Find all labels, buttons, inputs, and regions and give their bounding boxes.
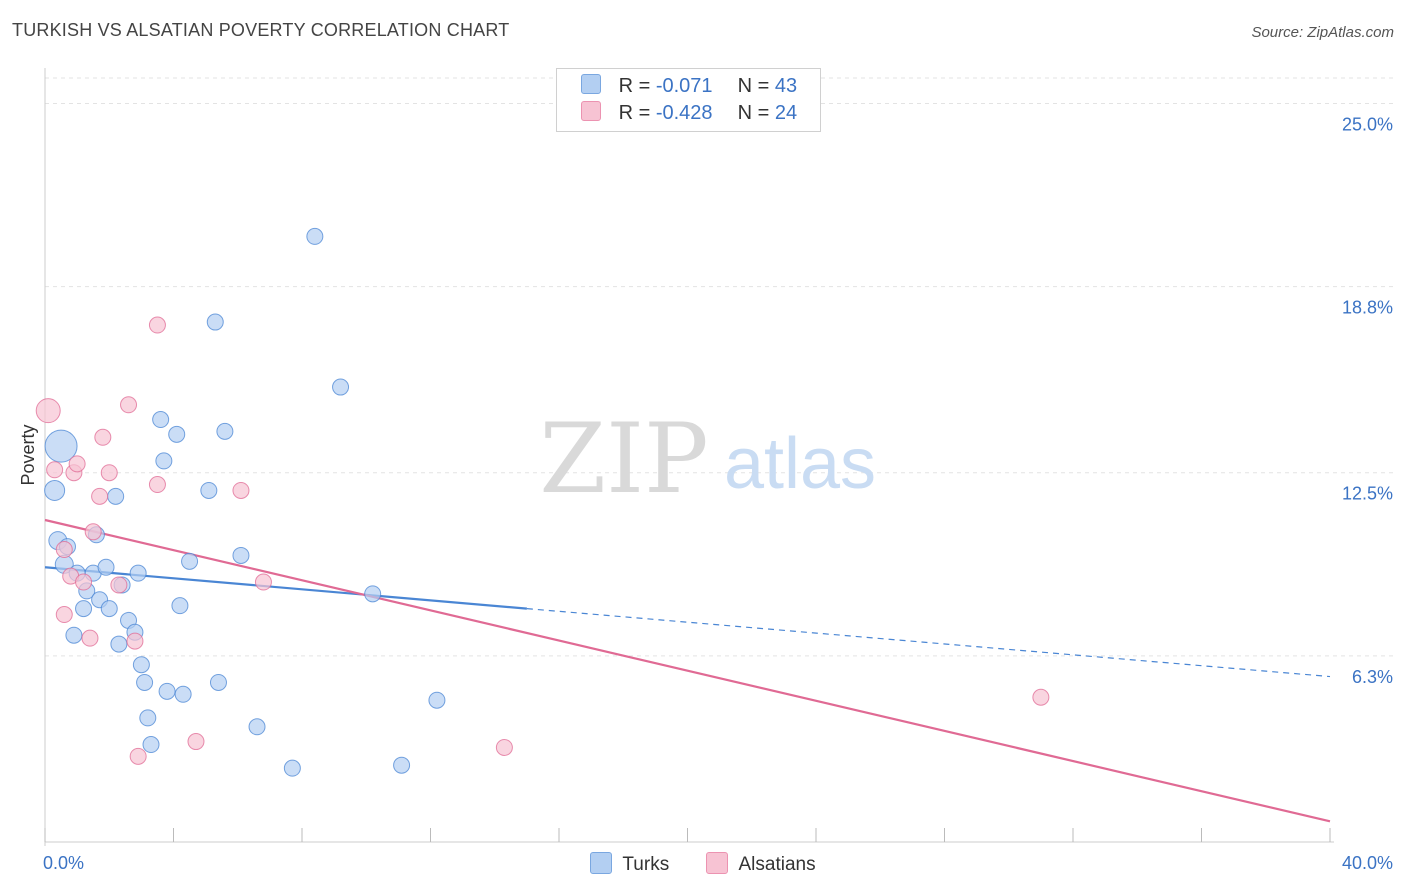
trend-line-alsatians bbox=[44, 518, 1331, 823]
data-point-turks bbox=[139, 709, 157, 727]
watermark-zip: ZIP bbox=[539, 403, 708, 515]
data-points bbox=[35, 227, 1050, 777]
trend-line-dashed-turks bbox=[526, 608, 1331, 678]
data-point-turks bbox=[132, 656, 150, 674]
watermark: ZIP atlas bbox=[539, 403, 876, 515]
data-point-turks bbox=[97, 558, 115, 576]
data-point-turks bbox=[181, 552, 199, 570]
data-point-turks bbox=[155, 452, 173, 470]
turks-legend-label: Turks bbox=[622, 854, 670, 875]
data-point-alsatians bbox=[129, 747, 147, 765]
data-point-turks bbox=[158, 682, 176, 700]
data-point-turks bbox=[168, 425, 186, 443]
legend-item-turks[interactable]: Turks bbox=[590, 852, 669, 876]
data-point-turks bbox=[44, 479, 66, 501]
alsatians-n-value: 24 bbox=[774, 102, 798, 124]
alsatians-legend-label: Alsatians bbox=[738, 854, 816, 875]
data-point-turks bbox=[152, 411, 170, 429]
y-tick-label: 25.0% bbox=[1342, 114, 1393, 134]
source-label: Source: ZipAtlas.com bbox=[1251, 24, 1394, 41]
data-point-turks bbox=[44, 429, 78, 463]
data-point-turks bbox=[65, 626, 83, 644]
y-tick-label: 18.8% bbox=[1342, 298, 1393, 318]
data-point-turks bbox=[142, 736, 160, 754]
axis-labels: 6.3% 12.5% 18.8% 25.0% 0.0% 40.0% Poverty bbox=[18, 114, 1393, 873]
data-point-turks bbox=[332, 378, 350, 396]
data-point-turks bbox=[206, 313, 224, 331]
axes bbox=[44, 68, 1334, 846]
data-point-turks bbox=[200, 481, 218, 499]
alsatians-n-label: N = bbox=[737, 102, 770, 124]
turks-legend-swatch bbox=[590, 852, 613, 874]
data-point-alsatians bbox=[81, 629, 99, 647]
y-axis-title: Poverty bbox=[18, 424, 38, 485]
turks-r-value: -0.071 bbox=[655, 75, 713, 97]
data-point-turks bbox=[428, 691, 446, 709]
y-tick-label: 6.3% bbox=[1352, 667, 1393, 687]
trend-line-turks bbox=[44, 566, 527, 610]
data-point-alsatians bbox=[35, 398, 61, 424]
legend-row-alsatians: R = -0.428 N = 24 bbox=[581, 101, 797, 127]
data-point-turks bbox=[110, 635, 128, 653]
chart-title: TURKISH VS ALSATIAN POVERTY CORRELATION … bbox=[12, 20, 510, 40]
data-point-turks bbox=[75, 600, 93, 618]
data-point-turks bbox=[248, 718, 266, 736]
data-point-alsatians bbox=[46, 461, 64, 479]
legend-item-alsatians[interactable]: Alsatians bbox=[706, 852, 816, 876]
data-point-alsatians bbox=[94, 428, 112, 446]
data-point-alsatians bbox=[254, 573, 272, 591]
series-legend: Turks Alsatians bbox=[0, 852, 1406, 876]
data-point-turks bbox=[136, 673, 154, 691]
data-point-turks bbox=[216, 422, 234, 440]
alsatians-legend-swatch bbox=[706, 852, 729, 874]
stats-legend: R = -0.071 N = 43 R = -0.428 N = 24 bbox=[556, 68, 821, 132]
data-point-alsatians bbox=[495, 738, 513, 756]
data-point-alsatians bbox=[120, 396, 138, 414]
data-point-alsatians bbox=[84, 523, 102, 541]
data-point-alsatians bbox=[55, 606, 73, 624]
data-point-alsatians bbox=[1032, 688, 1050, 706]
turks-n-value: 43 bbox=[774, 75, 798, 97]
alsatians-r-value: -0.428 bbox=[655, 102, 713, 124]
turks-r-label: R = bbox=[618, 75, 651, 97]
data-point-alsatians bbox=[100, 464, 118, 482]
data-point-turks bbox=[283, 759, 301, 777]
x-tick-label-min: 0.0% bbox=[43, 853, 84, 873]
data-point-turks bbox=[107, 487, 125, 505]
data-point-turks bbox=[174, 685, 192, 703]
data-point-alsatians bbox=[148, 476, 166, 494]
data-point-alsatians bbox=[110, 576, 128, 594]
data-point-alsatians bbox=[68, 455, 86, 473]
data-point-turks bbox=[100, 600, 118, 618]
data-point-turks bbox=[364, 585, 382, 603]
alsatians-swatch bbox=[581, 101, 601, 121]
alsatians-r-label: R = bbox=[618, 102, 651, 124]
data-point-turks bbox=[171, 597, 189, 615]
data-point-alsatians bbox=[187, 733, 205, 751]
data-point-turks bbox=[393, 756, 411, 774]
data-point-alsatians bbox=[55, 541, 73, 559]
data-point-turks bbox=[306, 227, 324, 245]
watermark-atlas: atlas bbox=[724, 424, 876, 504]
data-point-alsatians bbox=[75, 573, 93, 591]
data-point-alsatians bbox=[91, 487, 109, 505]
trend-lines bbox=[44, 518, 1331, 823]
data-point-alsatians bbox=[148, 316, 166, 334]
data-point-turks bbox=[232, 546, 250, 564]
data-point-alsatians bbox=[126, 632, 144, 650]
x-tick-label-max: 40.0% bbox=[1342, 853, 1393, 873]
data-point-alsatians bbox=[232, 481, 250, 499]
y-tick-label: 12.5% bbox=[1342, 484, 1393, 504]
turks-n-label: N = bbox=[737, 75, 770, 97]
data-point-turks bbox=[209, 673, 227, 691]
turks-swatch bbox=[581, 74, 601, 94]
data-point-turks bbox=[129, 564, 147, 582]
legend-row-turks: R = -0.071 N = 43 bbox=[581, 74, 797, 100]
gridlines bbox=[45, 77, 1394, 657]
